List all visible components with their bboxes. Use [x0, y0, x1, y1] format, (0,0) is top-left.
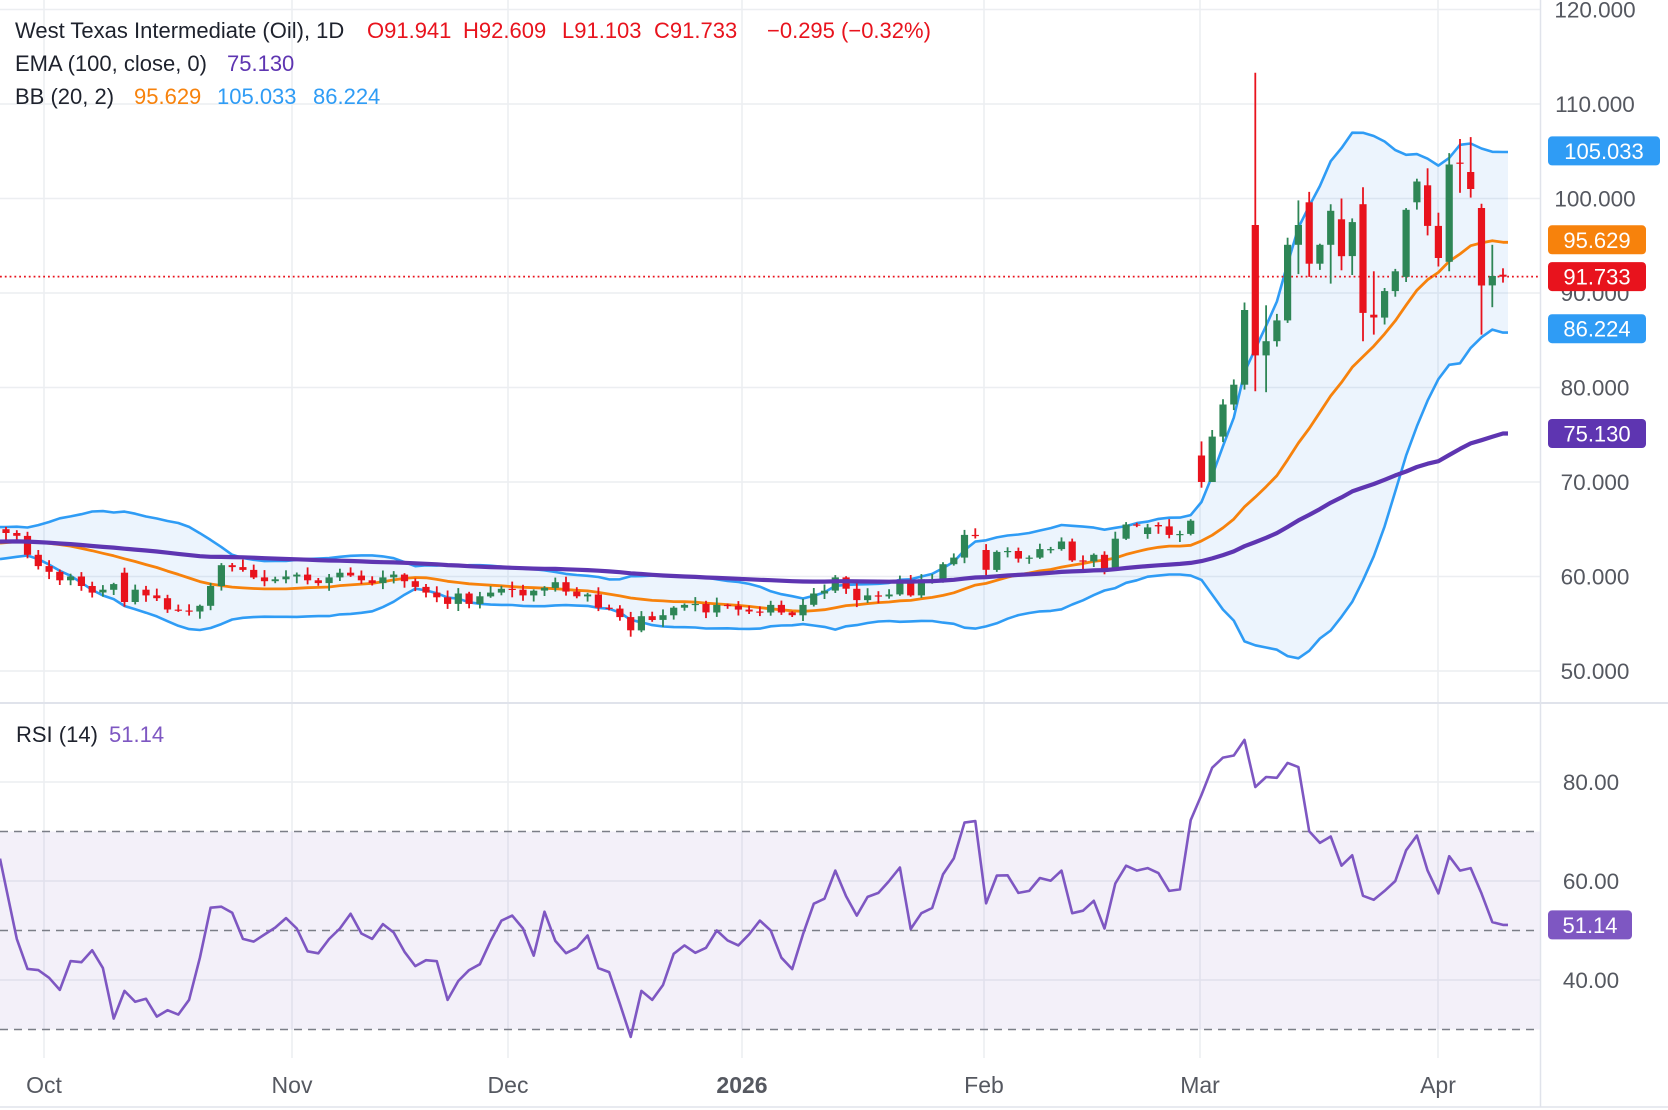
- svg-text:EMA (100, close, 0): EMA (100, close, 0): [15, 51, 207, 76]
- svg-text:70.000: 70.000: [1561, 470, 1630, 495]
- svg-text:51.14: 51.14: [1562, 913, 1617, 938]
- svg-text:40.00: 40.00: [1563, 968, 1619, 993]
- svg-text:BB (20, 2): BB (20, 2): [15, 84, 114, 109]
- svg-text:120.000: 120.000: [1554, 0, 1635, 23]
- svg-text:50.000: 50.000: [1561, 659, 1630, 684]
- svg-text:RSI (14): RSI (14): [16, 722, 98, 747]
- svg-text:C91.733: C91.733: [654, 18, 737, 43]
- svg-text:Feb: Feb: [964, 1072, 1004, 1098]
- svg-text:H92.609: H92.609: [463, 18, 546, 43]
- svg-text:Oct: Oct: [26, 1072, 62, 1098]
- svg-text:75.130: 75.130: [1563, 422, 1630, 447]
- svg-text:O91.941: O91.941: [367, 18, 451, 43]
- svg-text:Apr: Apr: [1420, 1072, 1456, 1098]
- svg-text:West Texas Intermediate (Oil),: West Texas Intermediate (Oil), 1D: [15, 18, 344, 43]
- svg-text:2026: 2026: [716, 1072, 767, 1098]
- svg-text:80.00: 80.00: [1563, 770, 1619, 795]
- svg-text:75.130: 75.130: [227, 51, 294, 76]
- svg-text:86.224: 86.224: [1563, 317, 1630, 342]
- svg-text:95.629: 95.629: [134, 84, 201, 109]
- svg-text:100.000: 100.000: [1554, 187, 1635, 212]
- svg-text:Nov: Nov: [272, 1072, 313, 1098]
- svg-text:L91.103: L91.103: [562, 18, 642, 43]
- svg-text:60.00: 60.00: [1563, 869, 1619, 894]
- svg-text:60.000: 60.000: [1561, 565, 1630, 590]
- svg-text:86.224: 86.224: [313, 84, 380, 109]
- svg-text:95.629: 95.629: [1563, 228, 1630, 253]
- svg-text:105.033: 105.033: [1564, 139, 1644, 164]
- svg-text:91.733: 91.733: [1563, 265, 1630, 290]
- svg-text:80.000: 80.000: [1561, 376, 1630, 401]
- svg-text:105.033: 105.033: [217, 84, 297, 109]
- svg-text:Dec: Dec: [488, 1072, 529, 1098]
- svg-text:−0.295 (−0.32%): −0.295 (−0.32%): [767, 18, 931, 43]
- svg-text:110.000: 110.000: [1555, 92, 1635, 117]
- svg-text:Mar: Mar: [1180, 1072, 1220, 1098]
- svg-text:51.14: 51.14: [109, 722, 164, 747]
